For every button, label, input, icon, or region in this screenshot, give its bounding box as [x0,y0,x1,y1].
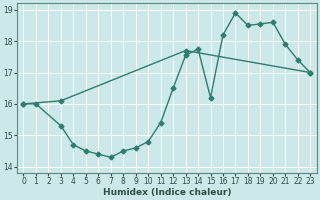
X-axis label: Humidex (Indice chaleur): Humidex (Indice chaleur) [103,188,231,197]
